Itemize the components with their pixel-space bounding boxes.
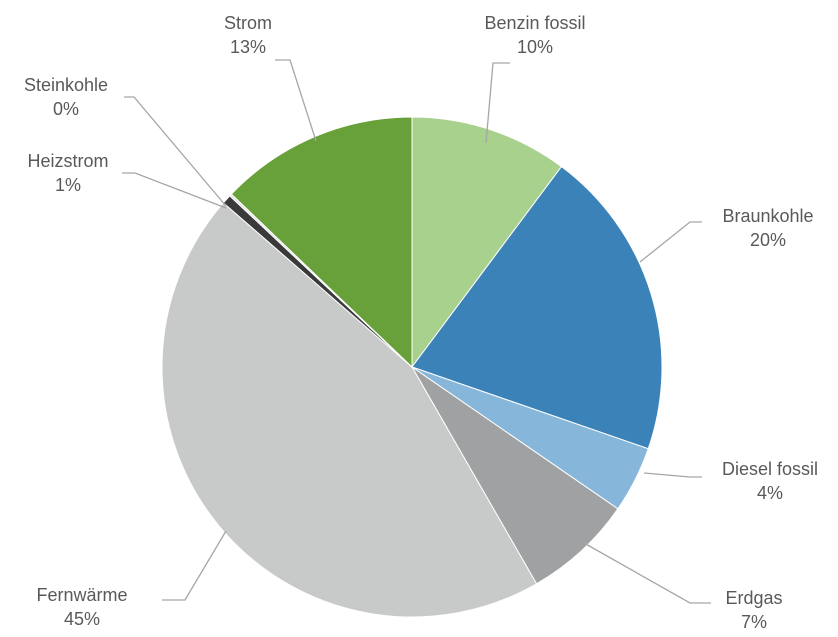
slice-value-fernwaerme: 45% [64,609,100,629]
pie-slice-braunkohle [411,165,663,450]
pie-slices [161,116,663,618]
slice-label-strom: Strom [224,13,272,33]
slice-value-braunkohle: 20% [750,230,786,250]
leader-line-fernwaerme [162,530,227,601]
slice-label-fernwaerme: Fernwärme [36,585,127,605]
leader-line-strom [275,59,317,142]
slice-label-heizstrom: Heizstrom [27,151,108,171]
slice-label-steinkohle: Steinkohle [24,75,108,95]
leader-line-braunkohle [639,221,702,263]
slice-value-heizstrom: 1% [55,175,81,195]
pie-labels: Benzin fossil 10% Braunkohle 20% Diesel foss… [24,13,818,632]
slice-value-diesel-fossil: 4% [757,483,783,503]
leader-line-erdgas [583,542,711,604]
pie-slice-strom [230,116,413,369]
leader-line-benzin-fossil [485,62,510,144]
slice-label-benzin-fossil: Benzin fossil [484,13,585,33]
slice-value-strom: 13% [230,37,266,57]
slice-label-erdgas: Erdgas [725,588,782,608]
slice-label-braunkohle: Braunkohle [722,206,813,226]
slice-value-steinkohle: 0% [53,99,79,119]
slice-label-diesel-fossil: Diesel fossil [722,459,818,479]
leader-line-diesel-fossil [643,472,702,478]
pie-slice-erdgas [411,366,619,585]
slice-value-benzin-fossil: 10% [517,37,553,57]
leader-line-steinkohle [124,96,227,207]
pie-slice-benzin-fossil [411,116,563,369]
leader-line-heizstrom [122,172,227,209]
slice-value-erdgas: 7% [741,612,767,632]
pie-slice-fernwaerme [161,202,538,618]
